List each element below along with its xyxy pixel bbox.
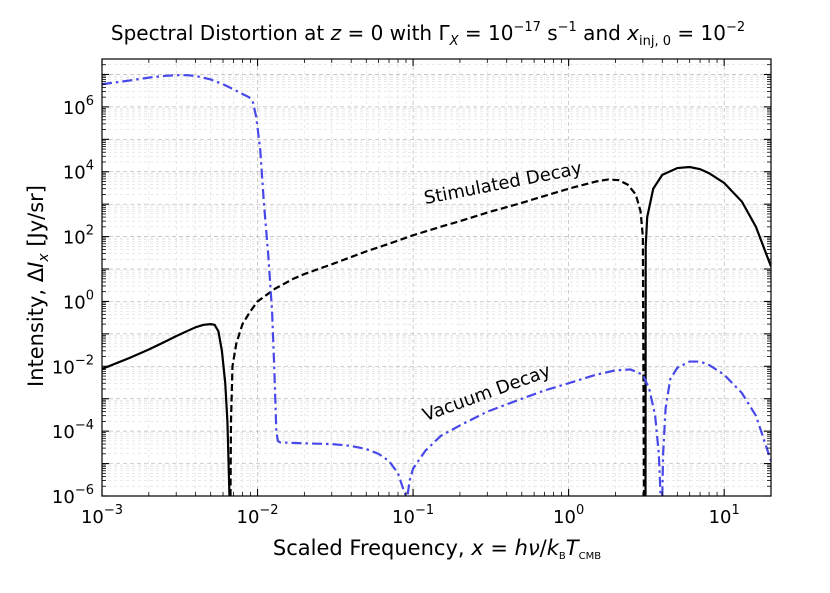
- x-tick-label: 10−3: [81, 503, 123, 528]
- stimulated-decay-line-solid-high: [644, 165, 771, 496]
- y-tick-label: 104: [63, 159, 94, 184]
- y-tick-label: 10−6: [52, 483, 94, 508]
- x-tick-label: 10−2: [237, 503, 279, 528]
- grid: [101, 58, 772, 497]
- y-axis-label: Intensity, ΔIx [Jy/sr]: [24, 185, 52, 387]
- y-tick-label: 106: [63, 94, 94, 119]
- annotation-stimulated-decay: Stimulated Decay: [422, 158, 584, 209]
- stimulated-decay-line-dashed: [229, 178, 646, 496]
- chart-title: Spectral Distortion at z = 0 with ΓX = 1…: [111, 20, 745, 49]
- y-tick-label: 10−4: [52, 418, 94, 443]
- x-tick-label: 101: [709, 503, 740, 528]
- axes-frame: [101, 58, 772, 497]
- series-layer: [102, 74, 771, 496]
- y-tick-label: 102: [63, 224, 94, 249]
- y-tick-label: 10−2: [52, 353, 94, 378]
- stimulated-decay-line-solid-low: [102, 322, 231, 496]
- x-axis-label: Scaled Frequency, x = hν/kBTCMB: [273, 536, 601, 562]
- x-tick-label: 100: [553, 503, 584, 528]
- x-tick-label: 10−1: [392, 503, 434, 528]
- vacuum-decay-line: [102, 74, 771, 496]
- y-tick-label: 100: [63, 288, 94, 313]
- ticks: 10−3 10−2 10−1 100 101 10−6 10−4 10−2 100 102 104 1…: [52, 58, 772, 528]
- annotation-vacuum-decay: Vacuum Decay: [420, 360, 554, 426]
